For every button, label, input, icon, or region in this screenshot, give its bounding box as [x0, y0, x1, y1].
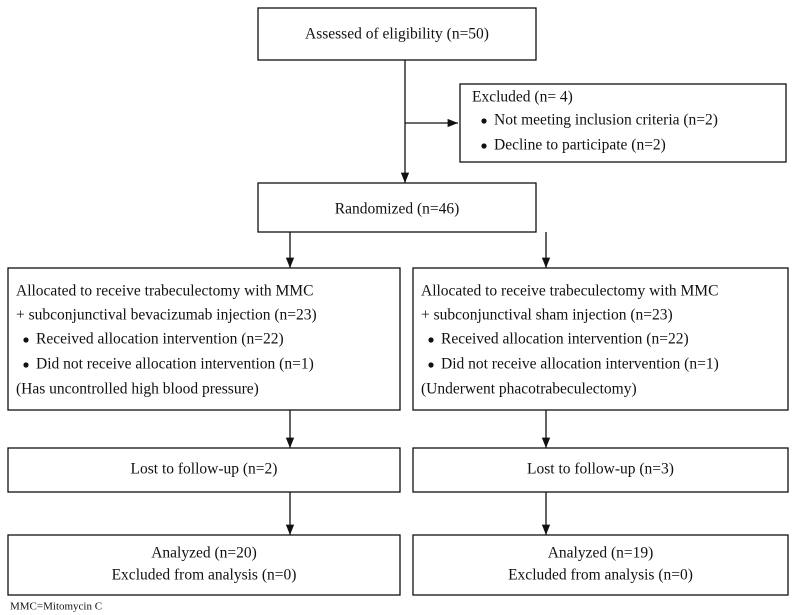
bullet	[481, 118, 487, 124]
box-text: Analyzed (n=19)	[548, 545, 654, 562]
box-text: Not meeting inclusion criteria (n=2)	[494, 112, 718, 129]
box-text: Analyzed (n=20)	[151, 545, 257, 562]
box	[412, 447, 789, 493]
box-text: Lost to follow-up (n=2)	[131, 461, 278, 478]
box	[412, 534, 789, 596]
box	[7, 267, 401, 411]
box-text: Received allocation intervention (n=22)	[441, 331, 689, 348]
bullet	[23, 362, 29, 368]
box-text: Received allocation intervention (n=22)	[36, 331, 284, 348]
box-text: Excluded (n= 4)	[472, 89, 573, 106]
box-text: Did not receive allocation intervention …	[36, 356, 314, 373]
box	[459, 83, 787, 163]
box-text: Decline to participate (n=2)	[494, 137, 666, 154]
box-text: Randomized (n=46)	[335, 201, 460, 218]
box-text: Excluded from analysis (n=0)	[112, 567, 297, 584]
box-text: Excluded from analysis (n=0)	[508, 567, 693, 584]
bullet	[428, 337, 434, 343]
box	[412, 267, 789, 411]
box-text: + subconjunctival sham injection (n=23)	[421, 307, 673, 324]
box-text: (Has uncontrolled high blood pressure)	[16, 381, 259, 398]
footnote: MMC=Mitomycin C	[10, 601, 102, 613]
box-text: (Underwent phacotrabeculectomy)	[421, 381, 637, 398]
box	[7, 447, 401, 493]
box	[257, 7, 537, 61]
bullet	[481, 143, 487, 149]
box-text: Allocated to receive trabeculectomy with…	[421, 283, 718, 300]
box-text: + subconjunctival bevacizumab injection …	[16, 307, 317, 324]
box-text: Lost to follow-up (n=3)	[527, 461, 674, 478]
box-text: Allocated to receive trabeculectomy with…	[16, 283, 313, 300]
box	[7, 534, 401, 596]
box-text: Assessed of eligibility (n=50)	[305, 26, 489, 43]
bullet	[23, 337, 29, 343]
box	[257, 182, 537, 233]
bullet	[428, 362, 434, 368]
box-text: Did not receive allocation intervention …	[441, 356, 719, 373]
